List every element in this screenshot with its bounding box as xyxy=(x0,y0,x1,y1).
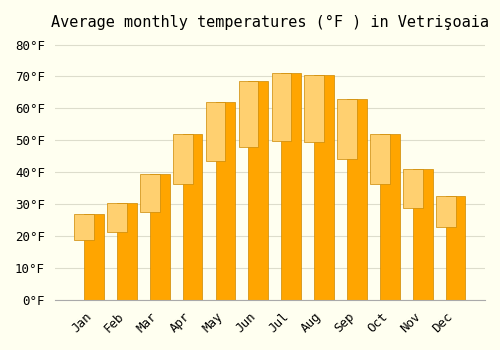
Bar xyxy=(337,99,357,159)
Bar xyxy=(380,134,400,300)
Bar xyxy=(140,174,160,212)
Bar xyxy=(304,75,324,142)
Bar xyxy=(272,73,291,141)
Bar xyxy=(436,196,456,228)
Bar xyxy=(314,75,334,300)
Bar xyxy=(107,203,127,232)
Bar xyxy=(403,169,422,209)
Bar xyxy=(173,134,193,184)
Bar xyxy=(413,169,432,300)
Bar xyxy=(150,174,170,300)
Bar xyxy=(446,196,466,300)
Bar xyxy=(117,203,136,300)
Bar xyxy=(183,134,203,300)
Bar xyxy=(238,81,258,147)
Bar xyxy=(206,102,226,161)
Bar xyxy=(347,99,367,300)
Bar xyxy=(84,214,104,300)
Bar xyxy=(370,134,390,184)
Bar xyxy=(74,214,94,240)
Title: Average monthly temperatures (°F ) in Vetrişoaia: Average monthly temperatures (°F ) in Ve… xyxy=(51,15,489,30)
Bar xyxy=(248,81,268,300)
Bar xyxy=(216,102,236,300)
Bar xyxy=(282,73,301,300)
